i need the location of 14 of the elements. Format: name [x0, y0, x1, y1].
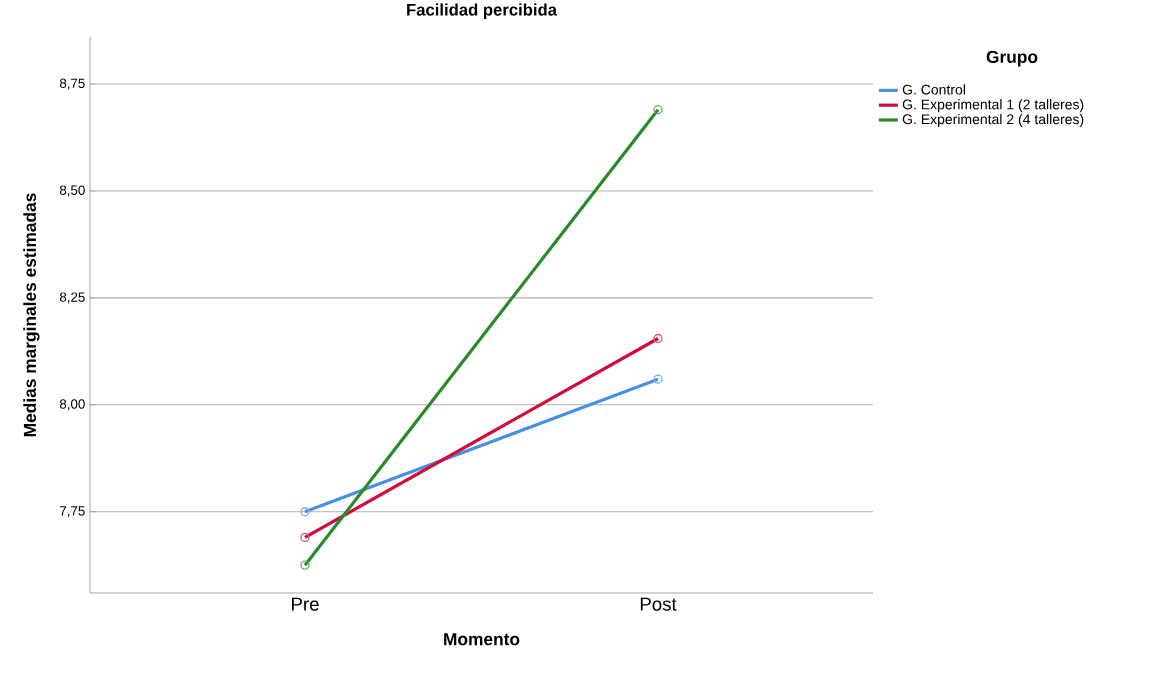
legend-title: Grupo: [986, 50, 1038, 67]
y-tick-label: 8,75: [59, 78, 85, 90]
x-tick-label: Pre: [292, 597, 319, 611]
legend-label: G. Experimental 1 (2 talleres): [902, 99, 1084, 113]
chart-title: Facilidad percibida: [407, 3, 558, 19]
legend-label: G. Experimental 2 (4 talleres): [902, 113, 1084, 127]
y-axis-title: Medias marginales estimadas: [23, 193, 40, 437]
x-tick-label: Post: [640, 597, 677, 611]
legend-label: G. Control: [902, 84, 965, 95]
y-tick-label: 8,25: [59, 292, 85, 304]
y-tick-label: 7,75: [60, 506, 85, 518]
y-tick-label: 8,50: [59, 185, 85, 197]
y-tick-label: 8,00: [59, 399, 85, 411]
x-axis-title: Momento: [444, 633, 520, 646]
